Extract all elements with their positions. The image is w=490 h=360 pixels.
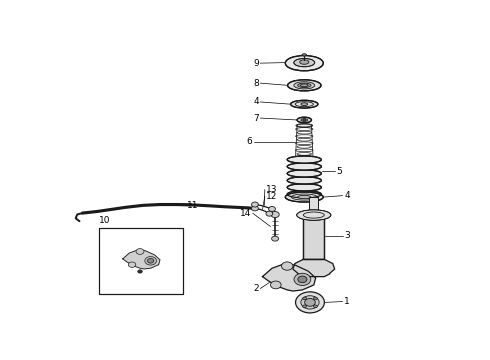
Ellipse shape	[297, 195, 311, 199]
Ellipse shape	[287, 184, 321, 191]
Polygon shape	[122, 250, 160, 269]
Bar	[309, 197, 318, 212]
Ellipse shape	[303, 297, 307, 300]
Ellipse shape	[294, 82, 315, 89]
Ellipse shape	[270, 281, 281, 289]
Ellipse shape	[295, 156, 314, 159]
Bar	[99, 228, 183, 294]
Text: 5: 5	[337, 167, 343, 176]
Ellipse shape	[297, 210, 331, 220]
Ellipse shape	[287, 170, 321, 177]
Ellipse shape	[287, 156, 321, 163]
Ellipse shape	[288, 80, 321, 91]
Text: 4: 4	[344, 191, 350, 200]
Text: 12: 12	[267, 192, 278, 201]
Ellipse shape	[305, 298, 315, 306]
Ellipse shape	[147, 258, 154, 263]
Ellipse shape	[285, 192, 323, 202]
Ellipse shape	[251, 206, 258, 211]
Ellipse shape	[128, 262, 136, 267]
Text: 2: 2	[253, 284, 259, 293]
Ellipse shape	[145, 257, 156, 265]
Bar	[99, 228, 183, 294]
Ellipse shape	[302, 54, 307, 56]
Ellipse shape	[301, 296, 319, 309]
Polygon shape	[293, 260, 335, 276]
Bar	[309, 197, 318, 212]
Ellipse shape	[296, 123, 313, 127]
Text: 13: 13	[267, 185, 278, 194]
Ellipse shape	[271, 211, 279, 217]
Ellipse shape	[297, 83, 311, 87]
Ellipse shape	[287, 163, 321, 170]
Ellipse shape	[269, 207, 275, 211]
Text: 11: 11	[187, 201, 198, 210]
Ellipse shape	[136, 248, 144, 255]
Text: 4: 4	[253, 98, 259, 107]
Ellipse shape	[301, 103, 308, 105]
Ellipse shape	[298, 276, 307, 283]
Text: 10: 10	[99, 216, 111, 225]
Ellipse shape	[294, 58, 315, 67]
Ellipse shape	[266, 211, 273, 216]
Text: 8: 8	[253, 78, 259, 87]
Ellipse shape	[314, 297, 317, 300]
Text: 14: 14	[240, 209, 251, 218]
Text: 6: 6	[246, 137, 252, 146]
Ellipse shape	[138, 270, 142, 273]
Ellipse shape	[291, 100, 318, 108]
Bar	[303, 212, 324, 260]
Ellipse shape	[271, 236, 278, 241]
Ellipse shape	[314, 305, 317, 308]
Ellipse shape	[285, 55, 323, 71]
Ellipse shape	[301, 118, 308, 121]
Text: 3: 3	[344, 231, 350, 240]
Ellipse shape	[300, 60, 309, 64]
Bar	[303, 212, 324, 260]
Polygon shape	[263, 264, 316, 291]
Ellipse shape	[287, 191, 321, 198]
Ellipse shape	[281, 262, 293, 270]
Ellipse shape	[294, 273, 311, 285]
Text: 1: 1	[344, 297, 350, 306]
Ellipse shape	[303, 305, 307, 308]
Text: 7: 7	[253, 113, 259, 122]
Text: 9: 9	[253, 59, 259, 68]
Ellipse shape	[295, 292, 324, 313]
Ellipse shape	[287, 177, 321, 184]
Ellipse shape	[297, 117, 312, 123]
Ellipse shape	[251, 202, 258, 207]
